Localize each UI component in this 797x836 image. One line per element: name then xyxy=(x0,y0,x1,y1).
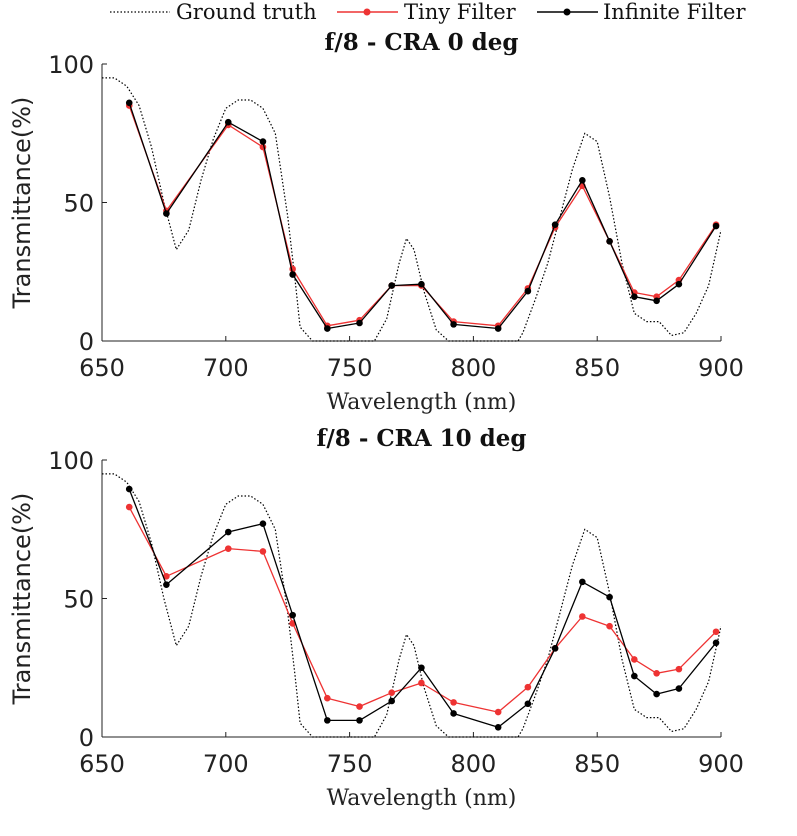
x-axis-label: Wavelength (nm) xyxy=(327,786,517,811)
data-point-infinite-filter xyxy=(224,528,232,536)
series-ground-truth xyxy=(102,77,721,342)
data-point-infinite-filter xyxy=(494,325,502,332)
data-point-tiny-filter xyxy=(579,613,586,620)
data-point-tiny-filter xyxy=(163,573,170,580)
x-tick-label: 700 xyxy=(203,354,249,382)
x-tick-label: 850 xyxy=(574,750,620,778)
data-point-infinite-filter xyxy=(712,639,720,647)
data-point-tiny-filter xyxy=(324,694,331,702)
data-point-infinite-filter xyxy=(712,222,720,230)
x-tick-label: 750 xyxy=(327,354,373,382)
data-point-tiny-filter xyxy=(712,628,720,636)
data-point-infinite-filter xyxy=(125,485,133,493)
data-point-tiny-filter xyxy=(631,656,638,663)
chart-title: f/8 - CRA 10 deg xyxy=(317,425,527,452)
legend-infinite-filter-marker xyxy=(563,8,571,16)
x-axis-label: Wavelength (nm) xyxy=(327,390,517,415)
panel-2: 650 700 750 800 850 900 0 50 100 f/8 - CRA 10 deg… xyxy=(8,425,744,811)
x-tick-label: 800 xyxy=(450,750,496,778)
data-point-tiny-filter xyxy=(494,708,502,716)
data-point-infinite-filter xyxy=(418,280,425,288)
data-point-infinite-filter xyxy=(494,724,502,731)
series-line-infinite-filter xyxy=(128,102,717,330)
data-point-infinite-filter xyxy=(356,717,363,724)
x-tick-label: 800 xyxy=(450,354,496,382)
data-point-tiny-filter xyxy=(418,679,425,687)
data-point-infinite-filter xyxy=(450,321,457,328)
data-point-tiny-filter xyxy=(356,703,363,710)
x-tick-label: 900 xyxy=(698,750,744,778)
y-tick-label: 0 xyxy=(79,724,94,752)
data-point-tiny-filter xyxy=(259,548,267,555)
panel-1: 650 700 750 800 850 900 0 50 100 f/8 - CRA 0 deg W… xyxy=(8,29,744,415)
data-point-tiny-filter xyxy=(388,689,395,696)
data-point-tiny-filter xyxy=(675,665,683,673)
series-infinite-filter xyxy=(125,485,720,731)
data-point-infinite-filter xyxy=(388,697,395,705)
data-point-infinite-filter xyxy=(125,99,133,107)
legend: Ground truth Tiny Filter Infinite Filter xyxy=(110,0,746,24)
data-point-infinite-filter xyxy=(259,520,267,528)
data-point-infinite-filter xyxy=(224,118,232,126)
data-point-tiny-filter xyxy=(524,683,532,691)
data-point-infinite-filter xyxy=(551,645,559,652)
data-point-infinite-filter xyxy=(653,297,660,305)
y-tick-label: 100 xyxy=(48,51,94,79)
data-point-infinite-filter xyxy=(259,138,267,145)
data-point-tiny-filter xyxy=(224,545,232,552)
y-tick-label: 50 xyxy=(63,586,94,614)
series-line-infinite-filter xyxy=(128,488,717,728)
data-point-infinite-filter xyxy=(450,710,457,717)
data-point-infinite-filter xyxy=(631,672,638,680)
chart-title: f/8 - CRA 0 deg xyxy=(325,29,519,56)
legend-tiny-filter-label: Tiny Filter xyxy=(404,0,517,24)
data-point-infinite-filter xyxy=(579,578,586,586)
x-tick-label: 750 xyxy=(327,750,373,778)
y-axis-label: Transmittance(%) xyxy=(8,97,36,310)
x-tick-label: 700 xyxy=(203,750,249,778)
data-point-infinite-filter xyxy=(579,177,586,184)
y-tick-label: 50 xyxy=(63,190,94,218)
series-line-ground-truth xyxy=(102,77,721,342)
data-point-infinite-filter xyxy=(356,319,363,327)
data-point-infinite-filter xyxy=(289,271,296,278)
y-tick-label: 100 xyxy=(48,447,94,475)
data-point-infinite-filter xyxy=(631,293,638,300)
series-line-ground-truth xyxy=(102,473,721,738)
data-point-infinite-filter xyxy=(163,581,170,588)
y-tick-label: 0 xyxy=(79,328,94,356)
x-tick-label: 650 xyxy=(79,750,125,778)
legend-tiny-filter-marker xyxy=(363,8,371,16)
series-infinite-filter xyxy=(125,99,720,332)
data-point-infinite-filter xyxy=(524,700,532,708)
data-point-infinite-filter xyxy=(388,282,395,289)
data-point-infinite-filter xyxy=(675,685,683,692)
data-point-infinite-filter xyxy=(606,237,613,245)
data-point-infinite-filter xyxy=(606,593,613,601)
data-point-infinite-filter xyxy=(289,611,296,619)
x-tick-label: 900 xyxy=(698,354,744,382)
series-ground-truth xyxy=(102,473,721,738)
data-point-tiny-filter xyxy=(653,669,660,677)
y-axis-label: Transmittance(%) xyxy=(8,493,36,706)
data-point-infinite-filter xyxy=(163,210,170,217)
data-point-infinite-filter xyxy=(324,717,331,724)
data-point-tiny-filter xyxy=(606,622,613,630)
data-point-infinite-filter xyxy=(524,287,532,295)
x-tick-label: 850 xyxy=(574,354,620,382)
legend-ground-truth-label: Ground truth xyxy=(176,0,317,24)
x-tick-label: 650 xyxy=(79,354,125,382)
data-point-infinite-filter xyxy=(324,325,331,332)
data-point-infinite-filter xyxy=(675,280,683,288)
legend-infinite-filter-label: Infinite Filter xyxy=(603,0,746,24)
data-point-infinite-filter xyxy=(418,664,425,672)
data-point-infinite-filter xyxy=(653,690,660,698)
data-point-tiny-filter xyxy=(125,503,133,511)
chart-panels: 650 700 750 800 850 900 0 50 100 f/8 - CRA 0 deg W… xyxy=(8,29,744,811)
data-point-tiny-filter xyxy=(450,699,457,706)
series-tiny-filter xyxy=(125,503,720,716)
data-point-infinite-filter xyxy=(551,221,559,228)
